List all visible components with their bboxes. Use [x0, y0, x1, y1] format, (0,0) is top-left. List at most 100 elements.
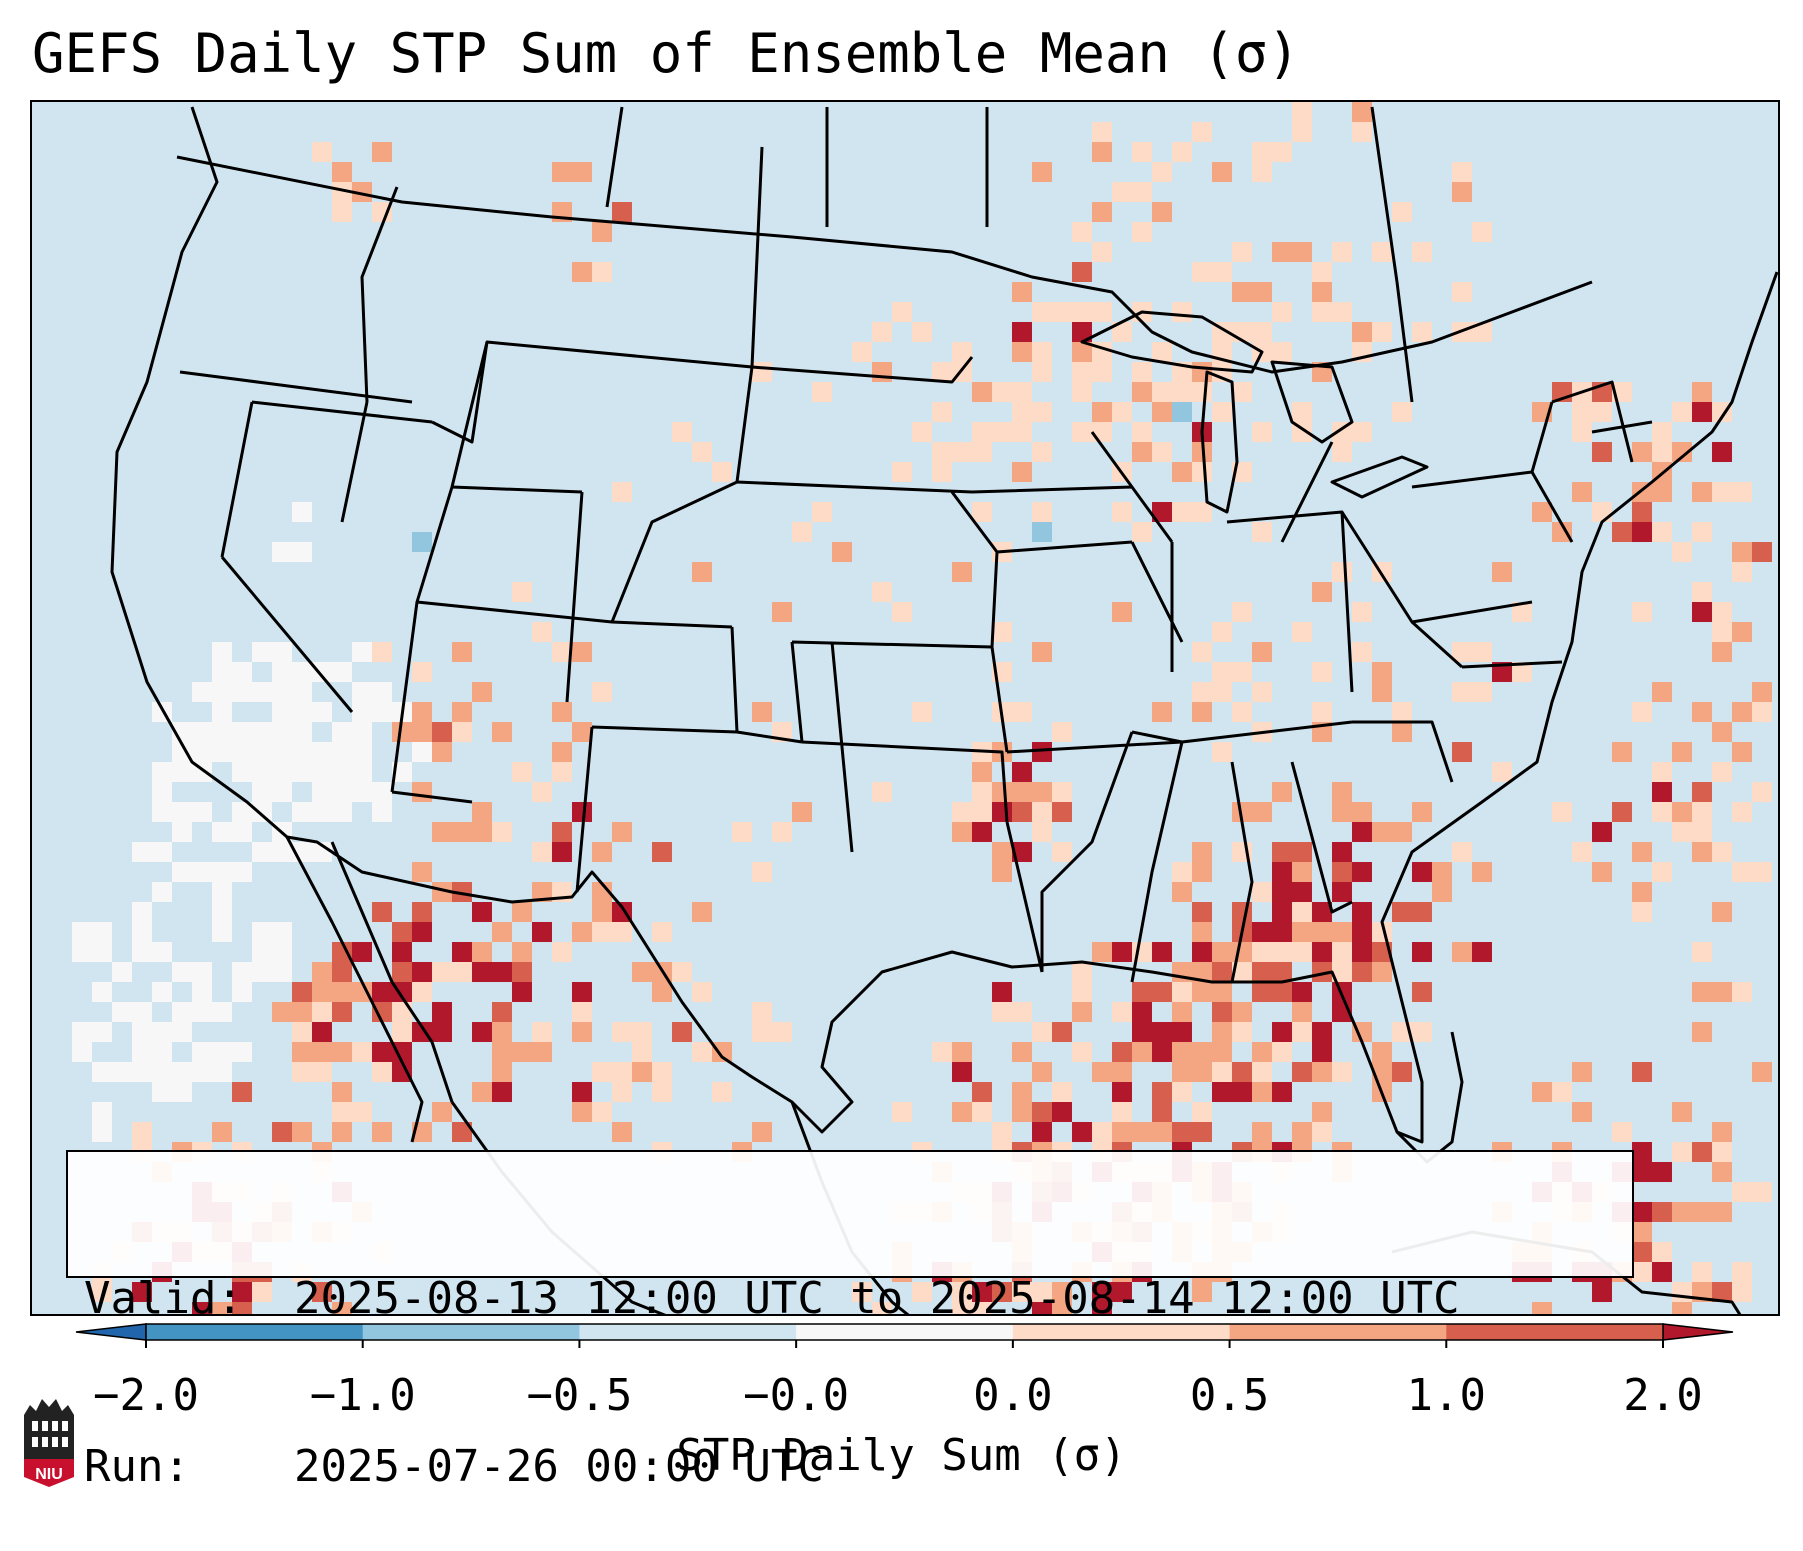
stp-cell — [252, 642, 272, 662]
stp-cell — [372, 1042, 392, 1062]
stp-cell — [1712, 1142, 1732, 1162]
stp-cell — [1332, 882, 1352, 902]
stp-cell — [372, 1122, 392, 1142]
stp-cell — [332, 662, 352, 682]
stp-cell — [272, 762, 292, 782]
stp-cell — [432, 882, 452, 902]
baja-california — [285, 836, 454, 1143]
stp-cell — [452, 962, 472, 982]
stp-cell — [1252, 982, 1272, 1002]
stp-cell — [552, 842, 572, 862]
stp-cell — [192, 722, 212, 742]
stp-cell — [172, 962, 192, 982]
stp-cell — [872, 322, 892, 342]
stp-cell — [992, 1122, 1012, 1142]
stp-cell — [572, 802, 592, 822]
stp-cell — [1652, 482, 1672, 502]
stp-cell — [1252, 522, 1272, 542]
stp-cell — [1372, 682, 1392, 702]
stp-cell — [772, 602, 792, 622]
stp-cell — [1352, 642, 1372, 662]
stp-cell — [172, 1062, 192, 1082]
stp-cell — [672, 1022, 692, 1042]
lake-huron — [1270, 360, 1354, 444]
stp-cell — [492, 1042, 512, 1062]
stp-cell — [72, 942, 92, 962]
stp-cell — [1632, 1162, 1652, 1182]
stp-cell — [572, 162, 592, 182]
stp-cell — [1192, 862, 1212, 882]
stp-cell — [312, 1022, 332, 1042]
stp-cell — [1372, 242, 1392, 262]
stp-cell — [1132, 522, 1152, 542]
stp-cell — [872, 782, 892, 802]
stp-cell — [1752, 702, 1772, 722]
stp-cell — [1312, 302, 1332, 322]
stp-cell — [1272, 242, 1292, 262]
stp-cell — [1032, 402, 1052, 422]
stp-cell — [1432, 862, 1452, 882]
stp-cell — [412, 532, 432, 552]
stp-cell — [132, 1282, 152, 1302]
stp-cell — [352, 742, 372, 762]
stp-cell — [1152, 1042, 1172, 1062]
stp-cell — [1672, 822, 1692, 842]
stp-cell — [1352, 322, 1372, 342]
stp-cell — [1652, 422, 1672, 442]
stp-cell — [612, 922, 632, 942]
stp-cell — [1332, 442, 1352, 462]
stp-cell — [252, 722, 272, 742]
stp-cell — [1692, 1022, 1712, 1042]
stp-cell — [232, 762, 252, 782]
stp-cell — [572, 1082, 592, 1102]
stp-cell — [1472, 942, 1492, 962]
stp-cell — [472, 942, 492, 962]
stp-cell — [1192, 1062, 1212, 1082]
stp-cell — [732, 822, 752, 842]
stp-cell — [1712, 1202, 1732, 1222]
stp-cell — [1332, 862, 1352, 882]
stp-cell — [272, 942, 292, 962]
stp-cell — [492, 1062, 512, 1082]
stp-cell — [1032, 362, 1052, 382]
stp-cell — [172, 1082, 192, 1102]
stp-cell — [332, 762, 352, 782]
stp-cell — [472, 1082, 492, 1102]
stp-cell — [672, 962, 692, 982]
stp-cell — [1712, 762, 1732, 782]
stp-cell — [352, 1042, 372, 1062]
run-value: 2025-07-26 00:00 UTC — [294, 1441, 824, 1492]
stp-cell — [1252, 322, 1272, 342]
stp-cell — [212, 642, 232, 662]
stp-cell — [1012, 842, 1032, 862]
stp-cell — [1312, 702, 1332, 722]
stp-cell — [1692, 482, 1712, 502]
stp-cell — [592, 922, 612, 942]
stp-cell — [1672, 442, 1692, 462]
stp-cell — [1212, 1002, 1232, 1022]
stp-cell — [192, 1042, 212, 1062]
stp-cell — [1172, 982, 1192, 1002]
stp-cell — [612, 1062, 632, 1082]
stp-cell — [1452, 742, 1472, 762]
stp-cell — [1132, 1042, 1152, 1062]
stp-cell — [1212, 942, 1232, 962]
stp-cell — [1032, 1022, 1052, 1042]
stp-cell — [1572, 402, 1592, 422]
stp-cell — [152, 802, 172, 822]
stp-cell — [492, 1082, 512, 1102]
stp-cell — [1192, 982, 1212, 1002]
stp-cell — [1672, 742, 1692, 762]
stp-cell — [1312, 1122, 1332, 1142]
stp-cell — [1112, 1062, 1132, 1082]
stp-cell — [432, 962, 452, 982]
colorbar-tick-label: −1.0 — [309, 1370, 416, 1421]
stp-cell — [1192, 1282, 1212, 1302]
stp-cell — [1032, 522, 1052, 542]
stp-cell — [1252, 962, 1272, 982]
stp-cell — [1732, 982, 1752, 1002]
stp-cell — [652, 982, 672, 1002]
stp-cell — [272, 1122, 292, 1142]
stp-cell — [1352, 102, 1372, 122]
stp-cell — [892, 1102, 912, 1122]
